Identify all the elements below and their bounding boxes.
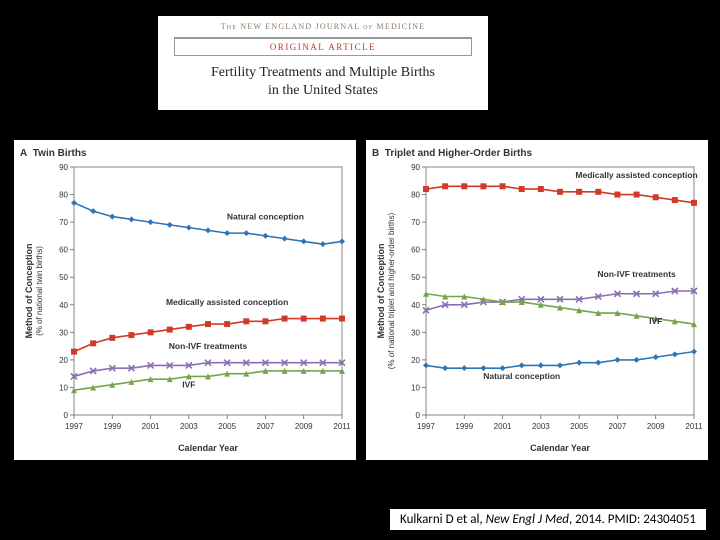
- svg-text:90: 90: [59, 163, 68, 172]
- svg-text:70: 70: [411, 218, 420, 227]
- svg-text:0: 0: [416, 411, 421, 420]
- svg-text:2007: 2007: [257, 422, 275, 431]
- svg-text:2001: 2001: [494, 422, 512, 431]
- article-type-box: ORIGINAL ARTICLE: [174, 37, 472, 56]
- svg-text:Calendar Year: Calendar Year: [178, 443, 238, 453]
- panel-a-title: A Twin Births: [20, 148, 350, 159]
- panel-b-title: B Triplet and Higher-Order Births: [372, 148, 702, 159]
- chart-a-svg: 0 10 20 30 40 50 60 70 80 90 1997 1999 2001 2003 2005 2…: [20, 161, 350, 457]
- svg-text:2009: 2009: [647, 422, 665, 431]
- chart-b-svg: 0 10 20 30 40 50 60 70 80 90 1997 1999 2001 2003 2005 2…: [372, 161, 702, 457]
- svg-text:2003: 2003: [532, 422, 550, 431]
- svg-text:10: 10: [59, 383, 68, 392]
- svg-text:(% of national triplet and hig: (% of national triplet and higher-order …: [387, 212, 396, 369]
- svg-text:80: 80: [411, 191, 420, 200]
- svg-text:(% of national twin births): (% of national twin births): [35, 246, 44, 336]
- svg-text:Non-IVF treatments: Non-IVF treatments: [169, 341, 248, 351]
- svg-text:90: 90: [411, 163, 420, 172]
- svg-text:IVF: IVF: [182, 379, 195, 389]
- svg-text:0: 0: [64, 411, 69, 420]
- svg-text:1999: 1999: [455, 422, 473, 431]
- citation-author: Kulkarni D et al,: [400, 512, 486, 527]
- citation-journal: New Engl J Med: [486, 512, 569, 527]
- article-title: Fertility Treatments and Multiple Births…: [166, 64, 480, 100]
- title-line-1: Fertility Treatments and Multiple Births: [211, 65, 435, 80]
- svg-text:10: 10: [411, 383, 420, 392]
- chart-panel-a: A Twin Births 0 10 20 30 40 50 60 70 80 90 1997 199…: [14, 140, 356, 460]
- svg-text:Method of Conception: Method of Conception: [376, 244, 386, 339]
- svg-text:2011: 2011: [333, 422, 350, 431]
- svg-text:20: 20: [59, 356, 68, 365]
- charts-row: A Twin Births 0 10 20 30 40 50 60 70 80 90 1997 199…: [14, 140, 706, 460]
- svg-text:IVF: IVF: [649, 316, 662, 326]
- citation: Kulkarni D et al, New Engl J Med, 2014. …: [390, 509, 706, 530]
- svg-text:2011: 2011: [685, 422, 702, 431]
- svg-text:2005: 2005: [570, 422, 588, 431]
- svg-text:2001: 2001: [142, 422, 160, 431]
- journal-name: The NEW ENGLAND JOURNAL of MEDICINE: [166, 22, 480, 31]
- svg-text:2005: 2005: [218, 422, 236, 431]
- svg-text:1999: 1999: [103, 422, 121, 431]
- svg-text:50: 50: [411, 273, 420, 282]
- svg-text:Calendar Year: Calendar Year: [530, 443, 590, 453]
- article-type: ORIGINAL ARTICLE: [175, 42, 471, 52]
- svg-text:2007: 2007: [609, 422, 627, 431]
- svg-text:Method of Conception: Method of Conception: [24, 244, 34, 339]
- svg-text:2009: 2009: [295, 422, 313, 431]
- svg-text:60: 60: [411, 246, 420, 255]
- svg-text:20: 20: [411, 356, 420, 365]
- svg-text:40: 40: [59, 301, 68, 310]
- svg-text:Natural conception: Natural conception: [227, 211, 304, 221]
- svg-text:Non-IVF treatments: Non-IVF treatments: [597, 269, 676, 279]
- svg-text:1997: 1997: [417, 422, 435, 431]
- svg-text:2003: 2003: [180, 422, 198, 431]
- title-line-2: in the United States: [268, 83, 378, 98]
- citation-rest: , 2014. PMID: 24304051: [569, 512, 696, 527]
- svg-text:Medically assisted conception: Medically assisted conception: [166, 297, 288, 307]
- svg-text:80: 80: [59, 191, 68, 200]
- journal-header: The NEW ENGLAND JOURNAL of MEDICINE ORIG…: [158, 16, 488, 110]
- svg-text:1997: 1997: [65, 422, 83, 431]
- svg-text:30: 30: [59, 328, 68, 337]
- svg-text:60: 60: [59, 246, 68, 255]
- chart-panel-b: B Triplet and Higher-Order Births 0 10 20 3…: [366, 140, 708, 460]
- svg-text:50: 50: [59, 273, 68, 282]
- svg-text:Medically assisted conception: Medically assisted conception: [575, 170, 697, 180]
- svg-text:70: 70: [59, 218, 68, 227]
- svg-text:Natural conception: Natural conception: [483, 371, 560, 381]
- svg-text:30: 30: [411, 328, 420, 337]
- svg-text:40: 40: [411, 301, 420, 310]
